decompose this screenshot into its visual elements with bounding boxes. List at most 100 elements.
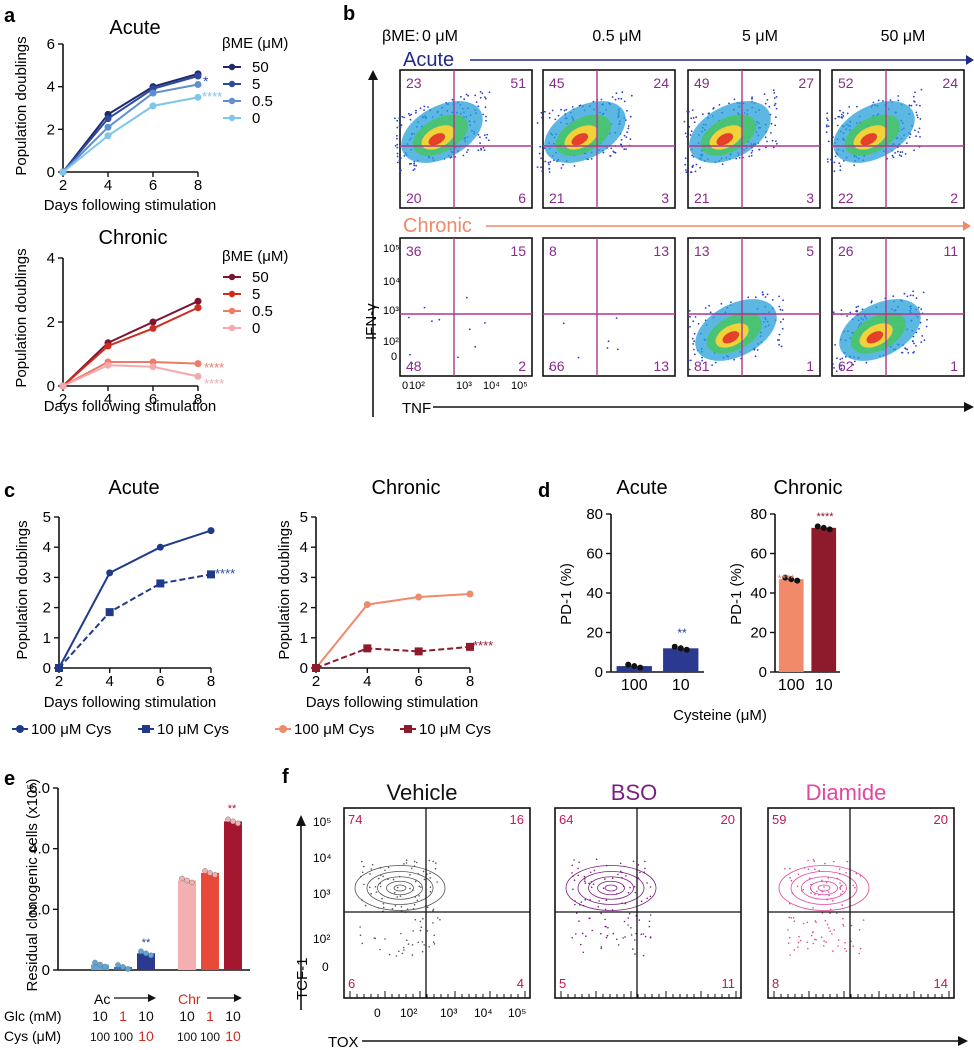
b-acute-plot-2-dot-44 bbox=[689, 134, 692, 136]
e-pt-1-2 bbox=[125, 966, 131, 972]
b-chronic-plot-2-dot-16 bbox=[778, 339, 781, 341]
b-acute-plot-2-dot-122 bbox=[775, 107, 778, 110]
c-acute-ytick-label-1: 1 bbox=[43, 630, 51, 647]
b-chronic-plot-2-dot-28 bbox=[779, 308, 782, 311]
panel-a-chronic-legend-title: βME (μM) bbox=[222, 248, 288, 265]
panel-d-acute-plot: 0 20 40 60 80 100 10 bbox=[586, 506, 704, 694]
b-acute-plot-0-dot-171 bbox=[413, 164, 416, 167]
b-chronic-plot-2-dot-85 bbox=[780, 345, 783, 348]
f-plot-0-dot-69 bbox=[428, 859, 431, 862]
e-cys-4: 100 bbox=[200, 1030, 220, 1044]
b-acute-plot-2-dot-86 bbox=[768, 105, 771, 108]
b-acute-plot-2-dot-77 bbox=[770, 122, 773, 125]
b-acute-plot-0-dot-168 bbox=[413, 162, 415, 165]
f-plot-0-dot-91 bbox=[413, 860, 416, 863]
e-bar-5 bbox=[224, 821, 242, 970]
b-acute-plot-1-dot-16 bbox=[536, 122, 539, 124]
b-chronic-plot-2-dot-23 bbox=[693, 332, 696, 335]
b-chronic-plot-3-dot-149 bbox=[834, 344, 836, 346]
f-plot-0-dot-72 bbox=[384, 938, 386, 940]
b-acute-plot-1-dot-173 bbox=[611, 96, 614, 98]
f-plot-0-dot-92 bbox=[432, 908, 435, 911]
b-chronic-plot-2-dot-87 bbox=[691, 337, 694, 340]
f-plot-1-dot-23 bbox=[617, 873, 619, 876]
b-acute-plot-2-dot-153 bbox=[748, 155, 751, 158]
f-plot-1-dot-21 bbox=[573, 879, 576, 881]
b-acute-plot-3-dot-136 bbox=[838, 162, 841, 165]
b-acute-plot-3-dot-69 bbox=[840, 113, 843, 116]
b-acute-plot-1-dot-137 bbox=[560, 167, 563, 169]
b-acute-plot-0-dot-61 bbox=[481, 92, 484, 95]
f-plot-2-dot-43 bbox=[812, 942, 814, 945]
d-acute-ytick-label-20: 20 bbox=[586, 625, 603, 642]
b-chronic-plot-0-dot-7 bbox=[465, 296, 468, 299]
f-plot-0-dot-25 bbox=[375, 891, 378, 893]
b-chronic-plot-3-dot-128 bbox=[854, 360, 856, 363]
panel-a-acute-sig-0: **** bbox=[202, 89, 222, 104]
f-plot-2-contour-4 bbox=[817, 884, 831, 892]
b-acute-plot-0-dot-109 bbox=[398, 117, 401, 120]
b-chronic-plot-1-q-ul: 8 bbox=[549, 243, 557, 259]
b-chronic-plot-2-dot-103 bbox=[766, 293, 769, 296]
a-chronic-xtick-label-6: 6 bbox=[149, 391, 157, 408]
c-chronic-series-100-line bbox=[315, 593, 471, 669]
panel-f-x-label: TOX bbox=[328, 1034, 359, 1050]
a-chronic-series-1-point-6 bbox=[149, 324, 157, 332]
f-plot-0-dot-40 bbox=[420, 886, 422, 888]
f-plot-2-dot-58 bbox=[832, 900, 834, 902]
b-acute-plot-1-q-ll: 21 bbox=[549, 190, 565, 206]
f-plot-2-dot-31 bbox=[815, 921, 817, 924]
b-acute-plot-0-dot-3 bbox=[485, 115, 487, 118]
b-acute-plot-2-dot-3 bbox=[683, 120, 686, 123]
f-plot-2-dot-92 bbox=[814, 868, 816, 870]
b-acute-plot-1-dot-115 bbox=[548, 171, 551, 173]
f-plot-2-dot-56 bbox=[852, 884, 854, 887]
e-pt-4-1 bbox=[207, 870, 213, 876]
f-plot-2-dot-66 bbox=[846, 860, 849, 863]
a-chronic-series-0-point-6 bbox=[149, 318, 157, 326]
f-plot-1-dot-80 bbox=[619, 862, 622, 865]
f-plot-2-dot-65 bbox=[792, 917, 795, 919]
b-acute-plot-1-dot-159 bbox=[536, 166, 539, 169]
f-plot-2-dot-48 bbox=[862, 919, 865, 921]
panel-label-f: f bbox=[282, 766, 289, 788]
b-chronic-plot-3-dot-63 bbox=[836, 357, 838, 360]
a-chronic-legend-label-1: 5 bbox=[252, 286, 260, 303]
f-plot-1-q-ll: 5 bbox=[559, 976, 566, 991]
b-acute-plot-3-dot-92 bbox=[912, 95, 915, 98]
f-plot-2-dot-26 bbox=[816, 890, 818, 893]
d-acute-pt-100-0 bbox=[625, 661, 632, 668]
f-plot-2-dot-87 bbox=[807, 859, 809, 862]
b-acute-plot-1-density-peak bbox=[571, 133, 589, 146]
b-chronic-plot-2-dot-96 bbox=[692, 343, 695, 345]
f-plot-0-dot-85 bbox=[363, 865, 365, 868]
b-chronic-plot-1-frame bbox=[542, 237, 676, 377]
b-chronic-plot-0-q-ll: 48 bbox=[406, 358, 422, 374]
a-acute-series-0-line bbox=[62, 72, 199, 173]
b-chronic-plot-3-dot-141 bbox=[870, 300, 873, 303]
e-ytick-label-4: 4.0 bbox=[29, 841, 50, 858]
b-acute-plot-0-dot-134 bbox=[400, 124, 403, 126]
f-plot-0-dot-28 bbox=[371, 863, 374, 866]
f-plot-0-dot-95 bbox=[391, 907, 394, 910]
a-chronic-series-1-line bbox=[62, 306, 199, 387]
f-plot-2-dot-2 bbox=[829, 908, 832, 911]
b-acute-plot-2-dot-76 bbox=[764, 102, 767, 105]
c-acute-ytick-label-2: 2 bbox=[43, 600, 51, 617]
e-ytick-label-6: 6.0 bbox=[29, 780, 50, 797]
panel-f-xtick-5: 10⁵ bbox=[508, 1006, 526, 1020]
b-chronic-plot-0-frame bbox=[399, 237, 533, 377]
panel-b-acute-arrowhead bbox=[966, 55, 974, 65]
b-acute-plot-3-dot-32 bbox=[836, 124, 839, 127]
b-chronic-plot-2-dot-10 bbox=[693, 340, 695, 343]
b-acute-plot-0-dot-153 bbox=[399, 169, 401, 172]
b-acute-plot-1-dot-14 bbox=[625, 148, 627, 151]
f-plot-1-frame bbox=[554, 807, 742, 999]
c-chronic-xtick-label-6: 6 bbox=[414, 673, 422, 690]
b-acute-plot-0-dot-14 bbox=[403, 155, 406, 157]
f-plot-0-dot-23 bbox=[400, 932, 402, 935]
panel-d-acute-title: Acute bbox=[616, 477, 667, 499]
b-acute-plot-2-dot-129 bbox=[738, 157, 741, 159]
b-chronic-plot-0-q-ur: 15 bbox=[510, 243, 526, 259]
b-chronic-plot-2-dot-4 bbox=[689, 325, 691, 328]
